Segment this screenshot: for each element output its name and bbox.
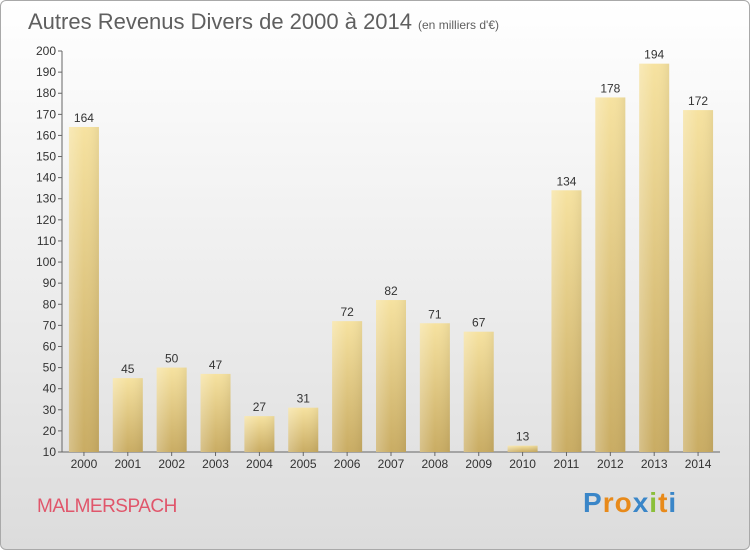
y-tick-label: 180 (36, 86, 56, 100)
y-tick-label: 60 (43, 339, 57, 353)
bar-sheen (595, 97, 626, 452)
bar-sheen (112, 378, 143, 452)
y-tick-label: 40 (43, 382, 57, 396)
x-tick-label: 2003 (202, 457, 229, 471)
city-name: MALMERSPACH (37, 496, 177, 517)
y-tick-label: 140 (36, 171, 56, 185)
bar-sheen (68, 126, 99, 453)
y-tick-label: 150 (36, 150, 56, 164)
bar-sheen (288, 407, 319, 452)
y-tick-label: 50 (43, 361, 57, 375)
bar-value-label: 31 (297, 392, 311, 406)
bar-sheen (551, 190, 582, 452)
bar-value-label: 45 (121, 362, 135, 376)
y-tick-label: 190 (36, 65, 56, 79)
bar-sheen (332, 321, 363, 452)
bar-value-label: 27 (253, 400, 267, 414)
y-tick-label: 170 (36, 107, 56, 121)
y-tick-label: 70 (43, 318, 57, 332)
y-tick-label: 120 (36, 213, 56, 227)
y-tick-label: 160 (36, 128, 56, 142)
bar-value-label: 47 (209, 358, 223, 372)
bar-value-label: 82 (384, 284, 398, 298)
bar-value-label: 72 (340, 305, 354, 319)
y-tick-label: 30 (43, 403, 57, 417)
bar-sheen (156, 367, 187, 452)
x-tick-label: 2000 (71, 457, 98, 471)
bar-sheen (683, 110, 714, 453)
y-tick-label: 20 (43, 424, 57, 438)
x-tick-label: 2013 (641, 457, 668, 471)
y-tick-label: 90 (43, 276, 57, 290)
chart-title: Autres Revenus Divers de 2000 à 2014 (en … (28, 9, 499, 35)
bar-value-label: 164 (74, 111, 94, 125)
axes: 10 20 30 40 50 60 70 80 90 100 110 120 130 140 150 160 1… (36, 44, 720, 459)
bar-sheen (463, 331, 494, 452)
bar-value-label: 172 (688, 94, 708, 108)
proxiti-logo: Proxiti (583, 487, 677, 519)
x-tick-label: 2004 (246, 457, 273, 471)
chart-title-text: Autres Revenus Divers de 2000 à 2014 (28, 9, 413, 34)
x-tick-label: 2014 (685, 457, 712, 471)
bar-value-label: 134 (556, 174, 576, 188)
y-tick-label: 110 (37, 234, 56, 248)
x-tick-label: 2011 (554, 457, 580, 471)
y-tick-label: 130 (36, 192, 56, 206)
y-tick-label: 80 (43, 297, 57, 311)
logo-letter: x (632, 487, 650, 518)
x-tick-label: 2007 (378, 457, 405, 471)
logo-letter: i (668, 487, 678, 518)
chart-unit: (en milliers d'€) (418, 18, 499, 32)
bar-sheen (419, 323, 450, 452)
bar-value-label: 194 (644, 48, 664, 62)
bar-value-label: 50 (165, 352, 179, 366)
bar-value-label: 13 (516, 430, 530, 444)
x-tick-label: 2005 (290, 457, 317, 471)
bar-sheen (507, 445, 538, 452)
x-tick-label: 2002 (158, 457, 185, 471)
x-tick-label: 2010 (509, 457, 536, 471)
bar-value-label: 67 (472, 316, 486, 330)
bar-value-label: 71 (428, 307, 442, 321)
logo-letter: P (583, 487, 603, 518)
logo-letter: i (649, 487, 659, 518)
x-tick-label: 2006 (334, 457, 361, 471)
x-tick-label: 2009 (465, 457, 492, 471)
y-tick-label: 100 (36, 255, 56, 269)
logo-letter: o (614, 487, 633, 518)
bar-value-label: 178 (600, 81, 620, 95)
y-tick-label: 200 (36, 44, 56, 58)
bar-sheen (244, 416, 275, 452)
bar-sheen (376, 300, 406, 452)
bar-sheen (200, 373, 231, 452)
bar-sheen (639, 63, 670, 453)
x-tick-label: 2008 (422, 457, 449, 471)
labels: 2000 164 2001 45 2002 50 2003 47 2004 27 2005 31 200… (71, 48, 712, 471)
bars (68, 63, 714, 453)
logo-letter: t (658, 487, 669, 518)
x-tick-label: 2012 (597, 457, 624, 471)
logo-letter: r (602, 487, 615, 518)
y-tick-label: 10 (43, 445, 57, 459)
x-tick-label: 2001 (114, 457, 141, 471)
